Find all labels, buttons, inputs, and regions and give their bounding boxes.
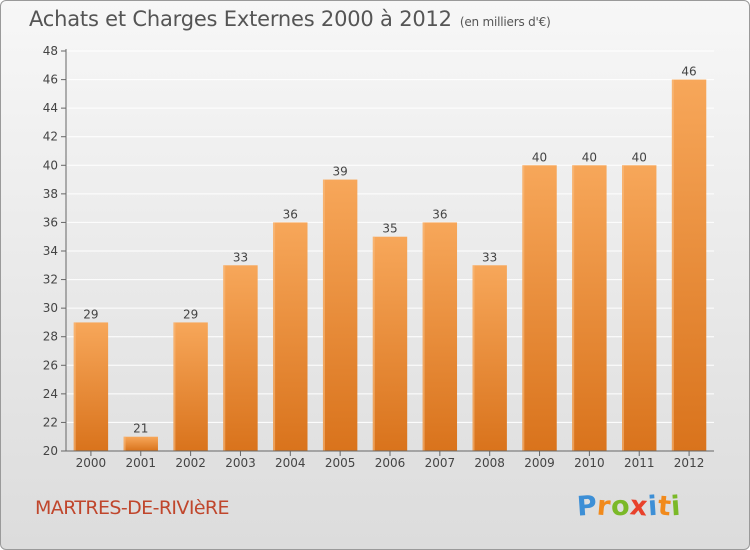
bar-highlight	[322, 179, 325, 452]
y-tick-label: 24	[43, 387, 58, 401]
data-label: 29	[183, 307, 198, 321]
y-tick-label: 20	[43, 444, 58, 458]
bar	[572, 165, 607, 452]
x-tick-label: 2008	[474, 456, 505, 470]
data-label: 46	[681, 65, 696, 79]
bars	[73, 79, 707, 452]
data-label: 40	[582, 150, 597, 164]
bar	[123, 436, 158, 451]
bar	[522, 165, 557, 452]
bar-highlight	[73, 322, 76, 451]
x-tick-label: 2012	[674, 456, 705, 470]
data-label: 36	[432, 207, 447, 221]
data-label: 33	[233, 250, 248, 264]
y-tick-label: 46	[43, 73, 58, 87]
bar-highlight	[572, 165, 575, 452]
y-tick-label: 40	[43, 158, 58, 172]
bar-highlight	[273, 222, 276, 451]
y-tick-label: 30	[43, 301, 58, 315]
bar-highlight	[522, 165, 525, 452]
x-tick-label: 2009	[524, 456, 555, 470]
y-tick-label: 38	[43, 187, 58, 201]
y-tick-label: 26	[43, 358, 58, 372]
y-tick-label: 42	[43, 130, 58, 144]
bar	[671, 79, 707, 452]
data-label: 39	[333, 165, 348, 179]
bar	[73, 322, 109, 451]
x-tick-label: 2004	[275, 456, 306, 470]
bar	[422, 222, 458, 451]
data-label: 33	[482, 250, 497, 264]
y-tick-label: 28	[43, 330, 58, 344]
axes: 20 22 24 26 28 30 32 34 36 38 40 42 44 46 48 2000 2001 20…	[43, 44, 714, 470]
bar-highlight	[372, 236, 375, 451]
data-label: 21	[133, 422, 148, 436]
y-tick-label: 22	[43, 415, 58, 429]
x-tick-label: 2002	[175, 456, 206, 470]
bar-highlight	[671, 79, 674, 452]
y-tick-label: 36	[43, 215, 58, 229]
proxiti-logo[interactable]: Proxiti	[576, 490, 683, 523]
y-tick-label: 44	[43, 101, 58, 115]
bar-highlight	[173, 322, 176, 451]
x-tick-label: 2001	[125, 456, 156, 470]
bar-highlight	[123, 436, 126, 451]
x-tick-label: 2011	[624, 456, 655, 470]
x-tick-label: 2007	[425, 456, 456, 470]
y-tick-label: 34	[43, 244, 58, 258]
bar	[472, 265, 507, 451]
bar-highlight	[622, 165, 625, 452]
x-tick-label: 2000	[76, 456, 107, 470]
bar-highlight	[472, 265, 475, 451]
bar	[622, 165, 657, 452]
chart-title: Achats et Charges Externes 2000 à 2012 (e…	[29, 7, 551, 31]
bar	[372, 236, 408, 451]
bar-highlight	[422, 222, 425, 451]
bar	[223, 265, 258, 451]
bar	[322, 179, 358, 452]
data-label: 35	[382, 222, 397, 236]
chart-subtitle: (en milliers d'€)	[459, 15, 551, 29]
data-label: 29	[83, 307, 98, 321]
bar	[173, 322, 208, 451]
bar-highlight	[223, 265, 226, 451]
x-tick-label: 2010	[574, 456, 605, 470]
logo-letter: i	[670, 490, 683, 523]
x-tick-label: 2003	[225, 456, 256, 470]
y-tick-label: 48	[43, 44, 58, 58]
y-tick-label: 32	[43, 273, 58, 287]
chart-title-text: Achats et Charges Externes 2000 à 2012	[29, 7, 452, 31]
x-tick-label: 2006	[375, 456, 406, 470]
x-tick-label: 2005	[325, 456, 356, 470]
data-label: 40	[532, 150, 547, 164]
commune-name: MARTRES-DE-RIVIèRE	[35, 497, 230, 519]
data-label: 36	[283, 207, 298, 221]
labels: 29 21 29 33 36 39 35 36 33 40 40 40 46	[83, 65, 696, 436]
data-label: 40	[632, 150, 647, 164]
bar	[273, 222, 308, 451]
